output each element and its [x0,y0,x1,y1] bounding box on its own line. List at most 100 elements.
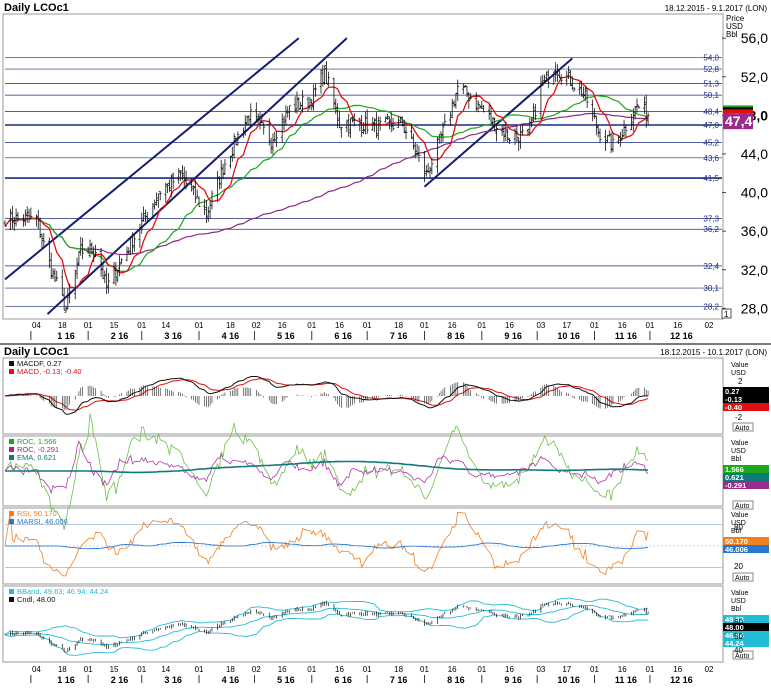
rsi-auto-button[interactable] [732,572,754,582]
lower-x-month-label-5: 6 16 [334,675,352,683]
price-x-day-label-9: 16 [278,321,287,330]
lower-x-day-label-2: 01 [84,665,93,674]
bband-panel [2,585,724,663]
lower-x-day-label-17: 16 [505,665,514,674]
price-x-day-label-3: 15 [110,321,119,330]
price-x-day-label-15: 16 [448,321,457,330]
macd-unit-0: Value [731,362,748,369]
rsi-line-1 [5,542,649,550]
lower-x-month-label-6: 7 16 [390,675,408,683]
lower-x-month-label-10: 11 16 [615,675,637,683]
lower-x-day-label-18: 03 [536,665,545,674]
roc-auto-button[interactable] [732,500,754,510]
roc-tag-1: 0.621 [725,473,744,482]
price-x-month-label-4: 5 16 [277,331,295,341]
price-x-day-label-19: 17 [562,321,571,330]
lower-x-day-label-12: 01 [363,665,372,674]
bband-tag-box-3 [723,639,769,647]
rsi-tick-0: 80 [734,523,743,532]
price-x-day-label-6: 01 [195,321,204,330]
roc-tag-box-0 [723,465,769,473]
bband-tick-0: 60 [734,618,743,627]
macd-auto-label: Auto [735,425,750,432]
price-x-day-label-24: 02 [705,321,714,330]
rsi-unit-1: USD [731,520,746,527]
roc-line-2 [5,460,649,474]
rsi-legend-0: RSI, 50.170 [17,509,57,518]
macd-auto-button[interactable] [732,422,754,432]
level-label-1: 52,8 [703,65,719,74]
value-tag-box-3 [723,113,753,130]
bband-unit-2: Bbl [731,606,742,613]
bband-tag-0: 49.63 [725,615,744,624]
value-tag-3: 47,4 [725,113,752,129]
price-x-day-label-12: 01 [363,321,372,330]
bband-tag-box-0 [723,615,769,623]
rsi-unit-0: Value [731,512,748,519]
corner-box[interactable] [721,308,732,319]
price-tick-6: 32,0 [741,262,768,278]
lower-x-day-label-0: 04 [32,665,41,674]
macd-tag-box-2 [723,403,769,411]
lower-x-day-label-9: 16 [278,665,287,674]
lower-x-day-label-13: 18 [394,665,403,674]
lower-pane-date-range: 18.12.2015 - 10.1.2017 (LON) [660,348,767,357]
lower-x-day-label-24: 02 [705,665,714,674]
bband-auto-label: Auto [735,653,750,660]
price-unit-line-3: Bbl [726,30,738,39]
level-label-9: 37,3 [703,215,719,224]
lower-x-day-label-11: 16 [335,665,344,674]
level-label-11: 32,4 [703,262,719,271]
price-x-day-label-4: 01 [137,321,146,330]
price-x-month-label-7: 8 16 [447,331,465,341]
macd-tag-2: -0.40 [725,403,742,412]
level-label-8: 41,5 [703,174,719,183]
rsi-unit-2: Bbl [731,528,742,535]
price-x-month-label-9: 10 16 [557,331,580,341]
price-x-day-label-16: 01 [477,321,486,330]
trend-channel-line-0[interactable] [4,37,300,281]
bband-legend-0: BBand, 49.63; 46.94; 44.24 [17,587,108,596]
price-x-day-label-21: 16 [618,321,627,330]
bband-auto-button[interactable] [732,650,754,660]
lower-x-month-label-0: 1 16 [57,675,75,683]
roc-unit-1: USD [731,448,746,455]
price-x-day-label-7: 18 [226,321,235,330]
rsi-tick-1: 20 [734,562,743,571]
roc-legend-swatch-0 [9,439,14,444]
price-x-day-label-2: 01 [84,321,93,330]
roc-tag-box-1 [723,473,769,481]
level-label-3: 50,1 [703,91,719,100]
macd-legend-swatch-1 [9,369,14,374]
price-x-month-label-10: 11 16 [615,331,637,341]
lower-x-day-label-19: 17 [562,665,571,674]
price-x-day-label-10: 01 [307,321,316,330]
bband-line-2 [4,608,649,656]
trend-channel-line-2[interactable] [423,57,573,188]
trend-channel-line-1[interactable] [46,37,348,315]
lower-x-day-label-5: 14 [161,665,170,674]
price-x-month-label-5: 6 16 [334,331,352,341]
bband-tag-2: 46.94 [725,631,745,640]
roc-unit-2: Bbl [731,456,742,463]
price-x-month-label-2: 3 16 [164,331,182,341]
lower-x-day-label-15: 16 [448,665,457,674]
lower-x-day-label-6: 01 [195,665,204,674]
price-tick-7: 28,0 [741,300,768,316]
lower-x-month-label-4: 5 16 [277,675,295,683]
price-panel [2,13,724,320]
chart-date-range: 18.12.2015 - 9.1.2017 (LON) [665,4,768,13]
bband-tag-box-2 [723,631,769,639]
macd-line-1 [4,376,649,415]
moving-average-short [4,75,649,289]
level-label-13: 28,2 [703,302,719,311]
price-x-day-label-14: 01 [420,321,429,330]
price-x-month-label-3: 4 16 [222,331,240,341]
macd-legend-1: MACD, -0.13; -0.40 [17,367,82,376]
chart-title: Daily LCOc1 [4,2,69,14]
lower-x-month-label-3: 4 16 [222,675,240,683]
price-x-month-label-0: 1 16 [57,331,75,341]
lower-x-day-label-4: 01 [137,665,146,674]
rsi-tag-box-0 [723,537,769,545]
